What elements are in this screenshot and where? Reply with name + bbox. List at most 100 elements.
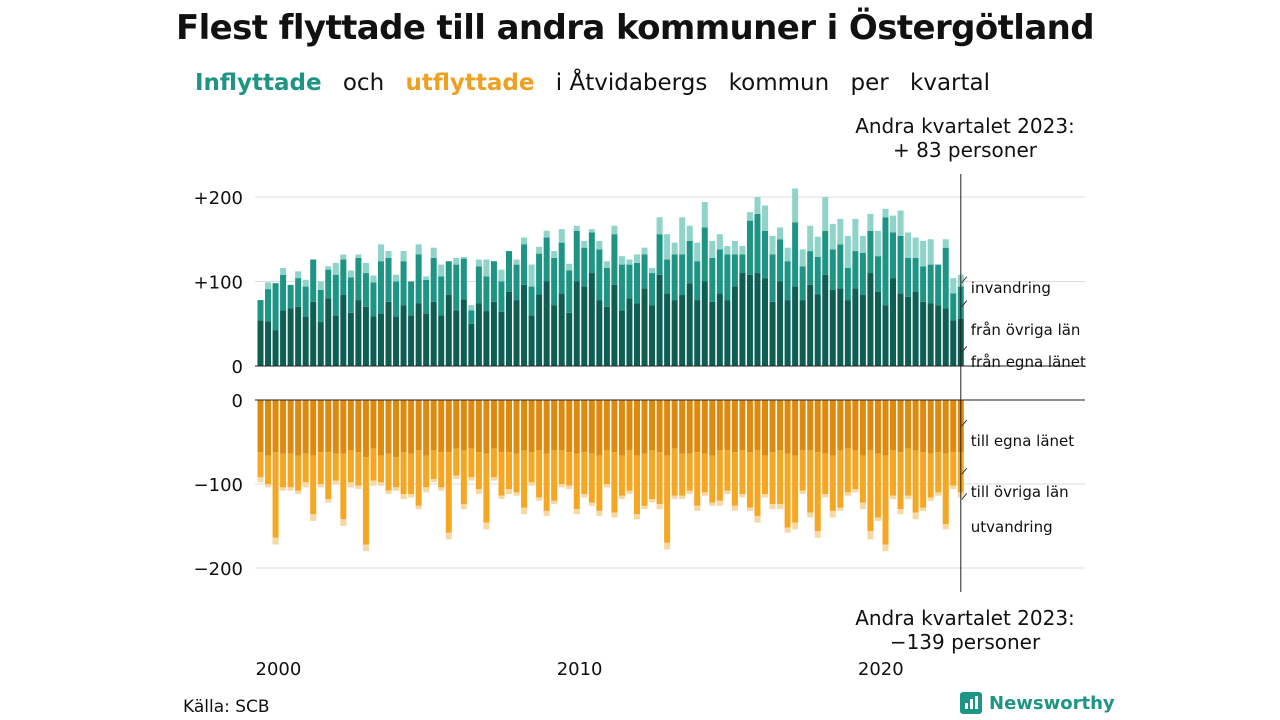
bar-out-ovriga (844, 448, 851, 493)
bar-in-ovriga (536, 253, 543, 295)
bar-out-ovriga (573, 453, 580, 510)
bar-out-ovriga (355, 452, 362, 486)
label-leader (961, 419, 968, 427)
bar-in-ovriga (679, 254, 686, 296)
bar-in-ovriga (340, 259, 347, 296)
bar-out-egna (340, 400, 347, 454)
bar-out-utvandring (317, 484, 324, 488)
bar-out-egna (852, 400, 859, 451)
bar-out-ovriga (393, 457, 400, 488)
bar-out-utvandring (310, 514, 317, 521)
bar-out-ovriga (505, 452, 512, 490)
bar-in-invandring (551, 251, 558, 258)
bar-out-utvandring (581, 494, 588, 498)
bar-in-ovriga (792, 222, 799, 287)
bar-out-egna (272, 400, 279, 453)
bar-out-egna (475, 400, 482, 453)
bar-in-invandring (792, 188, 799, 223)
bar-in-ovriga (905, 257, 912, 297)
bar-out-egna (709, 400, 716, 456)
bar-out-egna (468, 400, 475, 449)
bar-in-ovriga (483, 276, 490, 312)
bar-in-ovriga (897, 235, 904, 294)
bar-in-ovriga (731, 254, 738, 287)
bar-in-invandring (626, 259, 633, 265)
bar-in-ovriga (844, 267, 851, 301)
bar-out-egna (385, 400, 392, 454)
bar-in-egna (852, 288, 859, 366)
bar-out-utvandring (287, 487, 294, 491)
bar-in-ovriga (362, 273, 369, 307)
bar-in-egna (822, 274, 829, 366)
subtitle-per: per (850, 70, 889, 96)
bar-in-egna (867, 273, 874, 366)
subtitle-kommun: kommun (728, 70, 830, 96)
bar-out-ovriga (724, 450, 731, 491)
bar-out-ovriga (739, 450, 746, 495)
bar-out-egna (460, 400, 467, 451)
bar-out-egna (701, 400, 708, 454)
bar-out-utvandring (656, 504, 663, 510)
bar-out-utvandring (543, 510, 550, 516)
bar-out-egna (618, 400, 625, 456)
bar-out-utvandring (415, 505, 422, 510)
bar-in-ovriga (618, 264, 625, 311)
bar-out-ovriga (814, 452, 821, 532)
annotation-bottom-line1: Andra kvartalet 2023: (855, 606, 1075, 630)
bar-in-ovriga (566, 270, 573, 313)
bar-out-utvandring (618, 495, 625, 500)
bar-in-egna (656, 274, 663, 366)
bar-in-ovriga (513, 264, 520, 301)
bar-out-utvandring (272, 537, 279, 545)
bar-in-invandring (603, 261, 610, 268)
bar-in-ovriga (671, 254, 678, 301)
bar-out-ovriga (762, 455, 769, 495)
bar-out-utvandring (513, 492, 520, 496)
bar-in-invandring (897, 210, 904, 236)
bar-out-egna (611, 400, 618, 453)
bar-in-egna (483, 311, 490, 366)
bar-out-ovriga (295, 455, 302, 491)
bar-out-ovriga (905, 448, 912, 496)
bar-out-egna (859, 400, 866, 456)
bar-out-ovriga (656, 452, 663, 505)
bar-out-utvandring (536, 497, 543, 501)
bar-in-ovriga (724, 254, 731, 301)
bar-out-egna (528, 400, 535, 453)
bar-in-egna (362, 306, 369, 366)
bar-out-ovriga (716, 450, 723, 501)
bar-in-ovriga (709, 257, 716, 302)
bar-in-egna (603, 306, 610, 366)
bar-in-invandring (701, 202, 708, 228)
bar-in-ovriga (355, 257, 362, 301)
y-tick-label: +100 (194, 273, 243, 294)
bar-in-ovriga (935, 264, 942, 306)
bar-out-egna (920, 400, 927, 453)
bar-in-ovriga (799, 266, 806, 301)
bar-in-egna (912, 291, 919, 366)
bar-out-egna (890, 400, 897, 451)
bar-in-ovriga (430, 257, 437, 302)
bar-in-ovriga (257, 300, 264, 321)
bar-out-ovriga (950, 452, 957, 486)
bar-in-invandring (784, 247, 791, 262)
bar-out-egna (310, 400, 317, 456)
bar-in-invandring (460, 256, 467, 259)
bar-in-ovriga (325, 269, 332, 299)
bar-in-egna (453, 310, 460, 366)
bar-out-utvandring (521, 507, 528, 515)
bar-in-egna (935, 305, 942, 366)
bar-out-egna (438, 400, 445, 453)
bar-out-utvandring (603, 484, 610, 488)
bar-in-ovriga (762, 230, 769, 279)
bar-in-egna (423, 313, 430, 366)
bar-in-egna (649, 305, 656, 366)
bar-in-ovriga (603, 267, 610, 307)
bar-in-ovriga (415, 254, 422, 304)
bar-in-ovriga (393, 281, 400, 317)
bar-out-egna (287, 400, 294, 454)
bar-in-ovriga (445, 261, 452, 296)
bar-in-egna (566, 312, 573, 366)
bar-in-ovriga (317, 289, 324, 323)
bar-out-ovriga (265, 455, 272, 484)
